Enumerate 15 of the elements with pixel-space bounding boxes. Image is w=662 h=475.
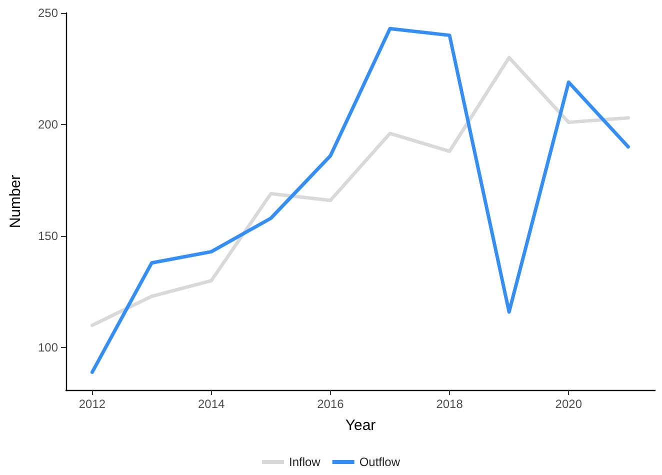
x-tick-label: 2018: [436, 397, 464, 411]
y-tick-label: 100: [38, 340, 58, 355]
line-series: [90, 56, 630, 328]
x-tick-label: 2016: [317, 397, 344, 411]
legend-label: Inflow: [288, 455, 321, 469]
y-tick-label: 150: [38, 229, 58, 244]
y-tick-label: 200: [38, 118, 58, 132]
x-axis-title: Year: [345, 417, 376, 434]
y-tick-label: 250: [38, 6, 58, 20]
legend-label: Outflow: [359, 455, 400, 469]
x-tick-label: 2014: [198, 397, 225, 411]
y-axis-title: Number: [7, 174, 24, 228]
x-tick-label: 2020: [555, 397, 582, 411]
line-series: [90, 26, 630, 374]
x-tick-label: 2012: [78, 397, 106, 411]
